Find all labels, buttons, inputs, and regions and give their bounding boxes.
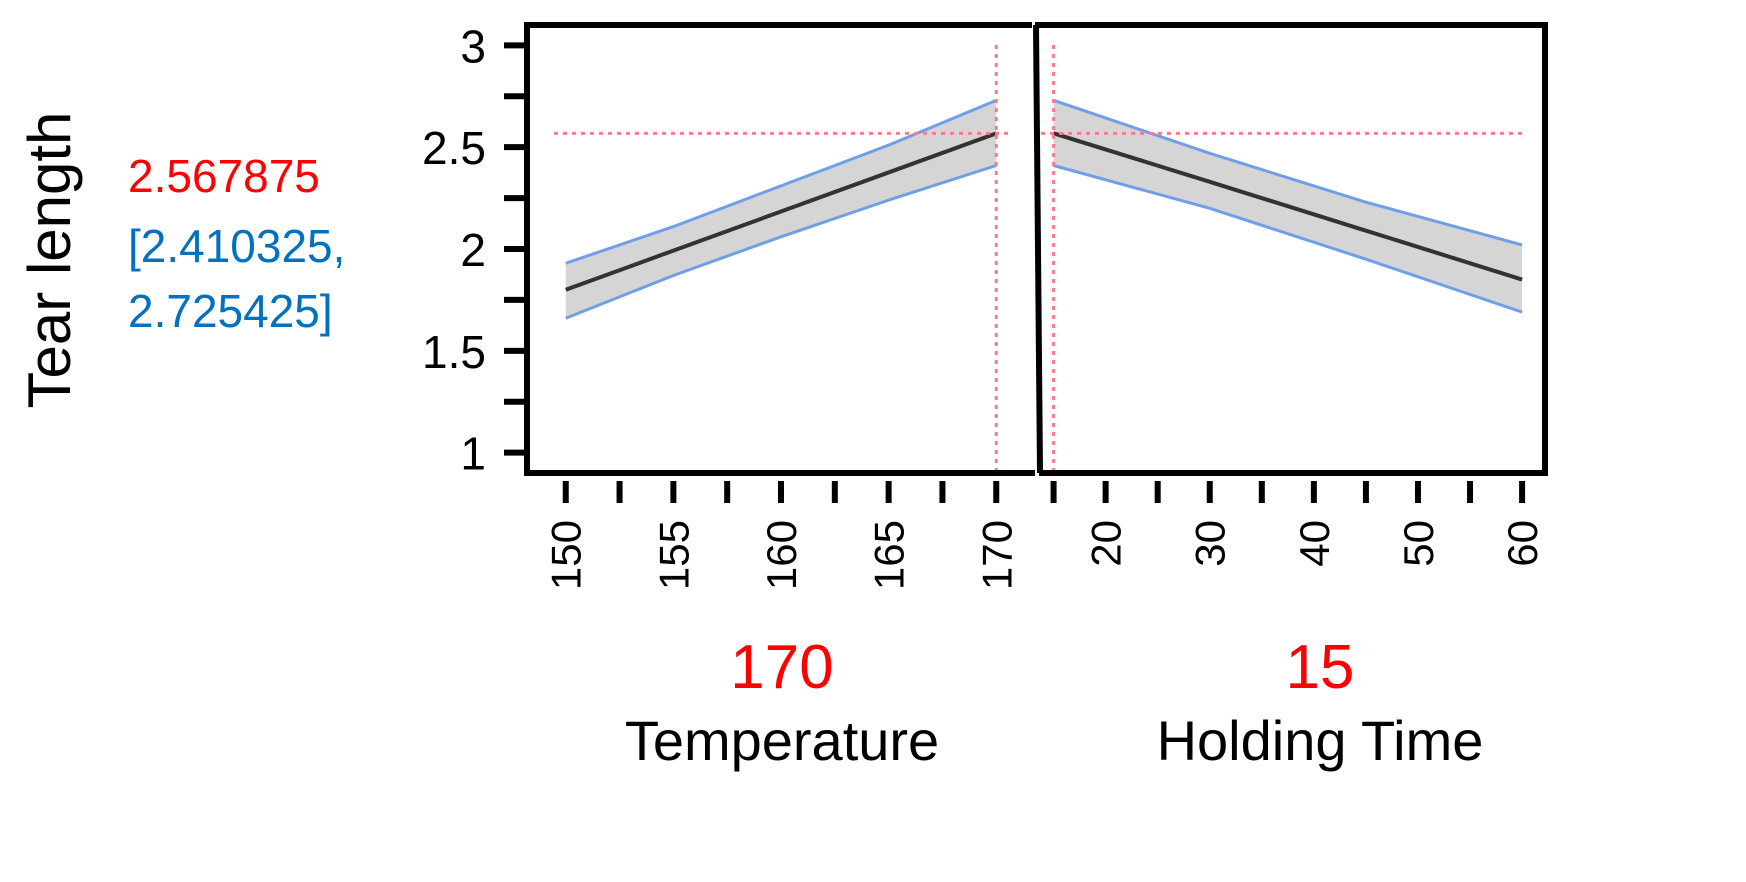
y-tick-label: 1.5 — [422, 326, 486, 378]
x-tick-label: 40 — [1291, 520, 1338, 567]
x-tick-label: 60 — [1499, 520, 1546, 567]
x-tick-label: 165 — [866, 520, 913, 590]
panel-divider — [1033, 24, 1043, 474]
x-tick-label: 20 — [1083, 520, 1130, 567]
panel-temperature: 150 155 160 165 170 170 Temperature — [524, 22, 1035, 772]
current-x-value: 170 — [730, 633, 833, 702]
y-axis-label: Tear length — [16, 112, 83, 409]
panel-frame — [524, 22, 1035, 476]
y-tick-label: 3 — [460, 20, 486, 72]
y-tick-label: 2.5 — [422, 122, 486, 174]
confidence-band-upper-edge — [565, 98, 997, 265]
prediction-line — [1052, 131, 1523, 282]
y-axis: 1 1.5 2 2.5 3 — [422, 20, 526, 480]
confidence-band — [565, 100, 997, 319]
x-tick-label: 160 — [758, 520, 805, 590]
confidence-band-lower-edge — [565, 164, 997, 320]
x-tick-label: 155 — [650, 520, 697, 590]
current-x-value: 15 — [1286, 633, 1355, 702]
x-tick-label: 50 — [1395, 520, 1442, 567]
x-axis-label: Holding Time — [1157, 709, 1484, 772]
x-tick-label: 170 — [973, 520, 1020, 590]
predicted-value: 2.567875 — [128, 150, 320, 202]
panel-frame — [1035, 22, 1548, 476]
confidence-interval-lower: [2.410325, — [128, 220, 345, 272]
confidence-band-upper-edge — [1053, 98, 1523, 247]
x-tick-label: 150 — [543, 520, 590, 590]
prediction-line — [565, 131, 997, 292]
panel-holding-time: 20 30 40 50 60 15 Holding Time — [1033, 22, 1548, 772]
confidence-interval-upper: 2.725425] — [128, 285, 333, 337]
y-tick-label: 1 — [460, 428, 486, 480]
x-tick-label: 30 — [1187, 520, 1234, 567]
y-tick-label: 2 — [460, 224, 486, 276]
x-axis-label: Temperature — [625, 709, 939, 772]
confidence-band-lower-edge — [1053, 164, 1523, 314]
